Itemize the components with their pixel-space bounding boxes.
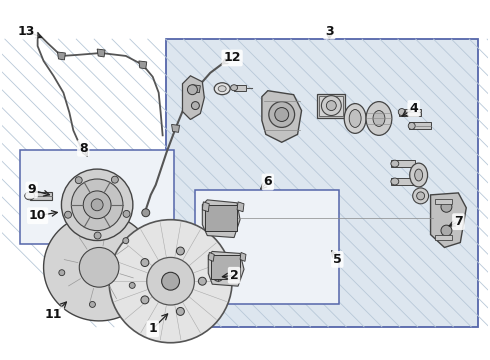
Ellipse shape — [410, 163, 428, 187]
Bar — [399, 109, 420, 116]
Ellipse shape — [269, 102, 294, 127]
Ellipse shape — [141, 296, 149, 304]
Ellipse shape — [218, 86, 226, 92]
Text: 10: 10 — [29, 209, 47, 222]
Ellipse shape — [75, 177, 82, 184]
Text: 2: 2 — [230, 269, 239, 282]
Ellipse shape — [123, 211, 130, 217]
Polygon shape — [202, 200, 240, 238]
Ellipse shape — [441, 225, 452, 236]
Bar — [211, 255, 240, 279]
Polygon shape — [262, 91, 301, 142]
Bar — [318, 94, 345, 118]
Ellipse shape — [111, 176, 119, 183]
Ellipse shape — [109, 220, 232, 343]
Polygon shape — [208, 251, 244, 286]
Ellipse shape — [344, 104, 366, 133]
Ellipse shape — [79, 231, 85, 237]
Ellipse shape — [94, 232, 101, 239]
Text: 1: 1 — [148, 322, 157, 336]
Bar — [409, 122, 431, 129]
Polygon shape — [57, 52, 65, 60]
Ellipse shape — [59, 270, 65, 276]
Ellipse shape — [413, 188, 429, 204]
Polygon shape — [208, 252, 214, 261]
Text: 5: 5 — [333, 253, 342, 266]
Polygon shape — [240, 252, 246, 261]
Bar — [166, 39, 478, 327]
Ellipse shape — [79, 247, 119, 287]
Ellipse shape — [123, 238, 129, 244]
Ellipse shape — [231, 85, 238, 91]
Bar — [391, 178, 415, 185]
Text: 12: 12 — [223, 51, 241, 64]
Ellipse shape — [441, 201, 452, 212]
Ellipse shape — [373, 111, 385, 126]
Ellipse shape — [61, 169, 133, 240]
Polygon shape — [237, 202, 244, 212]
Text: 13: 13 — [18, 24, 35, 38]
Ellipse shape — [213, 271, 223, 281]
Ellipse shape — [326, 100, 336, 111]
Ellipse shape — [321, 96, 341, 116]
Ellipse shape — [65, 211, 72, 218]
Polygon shape — [139, 61, 147, 69]
Polygon shape — [431, 193, 466, 247]
Bar — [435, 199, 452, 204]
Bar — [391, 160, 415, 167]
Text: 3: 3 — [325, 24, 334, 38]
Ellipse shape — [415, 169, 422, 181]
Bar — [30, 192, 51, 200]
Ellipse shape — [72, 179, 123, 231]
Ellipse shape — [391, 160, 399, 167]
Text: 7: 7 — [454, 215, 463, 228]
Ellipse shape — [214, 83, 230, 95]
Bar — [196, 190, 339, 304]
Polygon shape — [97, 49, 105, 57]
Ellipse shape — [366, 102, 392, 135]
Bar — [20, 150, 173, 244]
Ellipse shape — [147, 257, 195, 305]
Ellipse shape — [198, 277, 206, 285]
Ellipse shape — [349, 109, 361, 127]
Bar — [435, 235, 452, 239]
Ellipse shape — [176, 247, 184, 255]
Ellipse shape — [275, 108, 289, 121]
Ellipse shape — [192, 102, 199, 109]
Ellipse shape — [129, 283, 135, 288]
Polygon shape — [193, 85, 200, 93]
Ellipse shape — [83, 191, 111, 219]
Ellipse shape — [188, 85, 197, 95]
Ellipse shape — [176, 307, 184, 315]
Ellipse shape — [162, 272, 179, 290]
Polygon shape — [202, 202, 209, 212]
Ellipse shape — [90, 301, 96, 307]
Bar — [234, 85, 246, 91]
Text: 6: 6 — [264, 175, 272, 189]
Polygon shape — [44, 214, 152, 321]
Bar — [205, 205, 237, 231]
Ellipse shape — [398, 109, 405, 116]
Ellipse shape — [408, 122, 415, 129]
Text: 4: 4 — [409, 102, 418, 115]
Ellipse shape — [24, 192, 35, 200]
Text: 11: 11 — [45, 309, 62, 321]
Ellipse shape — [141, 258, 149, 266]
Ellipse shape — [142, 209, 150, 217]
Text: 9: 9 — [27, 184, 36, 197]
Polygon shape — [182, 76, 204, 120]
Polygon shape — [172, 125, 179, 132]
Ellipse shape — [91, 199, 103, 211]
Bar — [319, 96, 343, 117]
Ellipse shape — [391, 178, 399, 185]
Text: 8: 8 — [79, 142, 88, 155]
Ellipse shape — [416, 192, 425, 200]
